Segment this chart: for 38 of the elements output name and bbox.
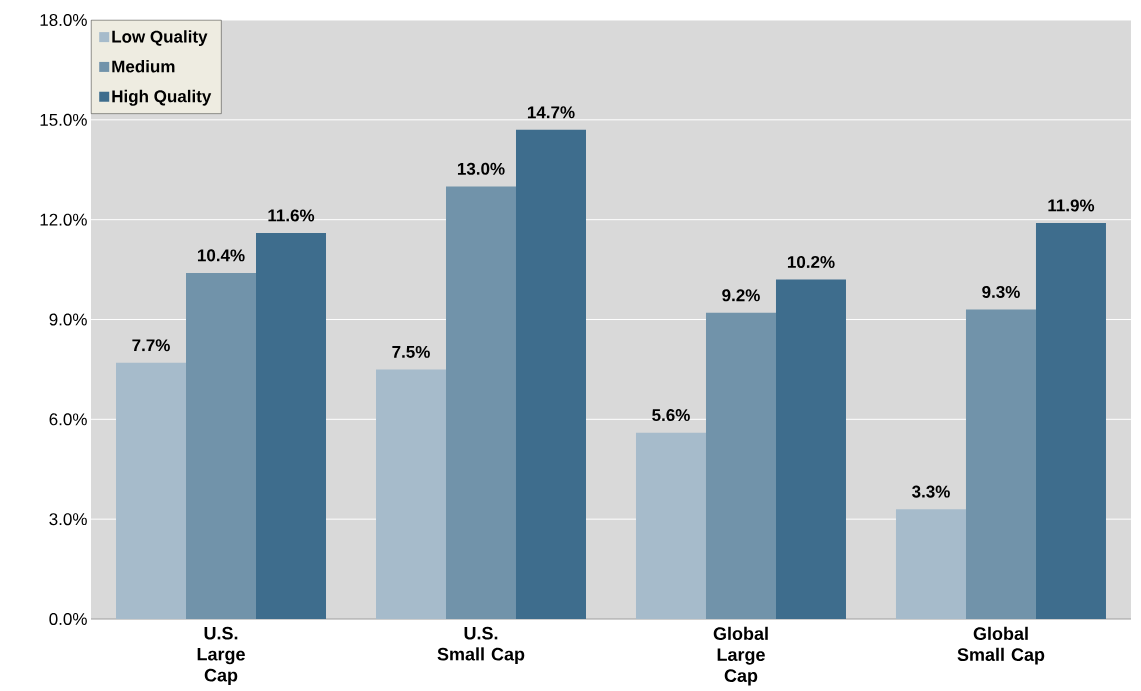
x-tick-label: U.S. Small Cap [437, 626, 525, 665]
data-label: 5.6% [652, 409, 690, 422]
x-tick-label: Global Small Cap [957, 626, 1045, 665]
data-label: 11.6% [268, 209, 315, 222]
data-label: 10.2% [787, 255, 835, 269]
bar [446, 186, 516, 619]
y-tick-label: 18.0% [40, 13, 87, 27]
data-label: 14.7% [527, 106, 575, 119]
data-label: 9.3% [982, 285, 1020, 298]
data-label: 13.0% [457, 162, 505, 175]
bar [116, 362, 187, 619]
bar [376, 369, 446, 619]
y-tick-label: 15.0% [40, 113, 87, 126]
legend-label: High Quality [112, 89, 212, 106]
data-label: 7.7% [132, 339, 170, 352]
data-label: 7.5% [392, 345, 430, 358]
bar [256, 232, 327, 619]
data-label: 11.9% [1048, 199, 1095, 212]
legend-label: Medium [112, 60, 175, 73]
bar [1035, 222, 1106, 619]
y-tick-label: 6.0% [49, 413, 87, 426]
data-label: 10.4% [197, 249, 245, 262]
bar [965, 309, 1036, 619]
bar [516, 129, 586, 619]
bar [186, 272, 257, 619]
data-label: 3.3% [912, 485, 950, 498]
bar [705, 312, 776, 619]
x-tick-label: Global Large Cap [713, 626, 768, 686]
data-label: 9.2% [722, 289, 760, 302]
y-tick-label: 12.0% [40, 213, 87, 226]
x-tick-label: U.S. Large Cap [197, 626, 245, 686]
legend-label: Low Quality [112, 30, 208, 47]
y-tick-label: 3.0% [49, 513, 87, 526]
bar [895, 509, 966, 619]
bar [775, 279, 846, 619]
bar [635, 432, 706, 619]
y-tick-label: 9.0% [49, 313, 87, 326]
y-tick-label: 0.0% [49, 612, 87, 626]
